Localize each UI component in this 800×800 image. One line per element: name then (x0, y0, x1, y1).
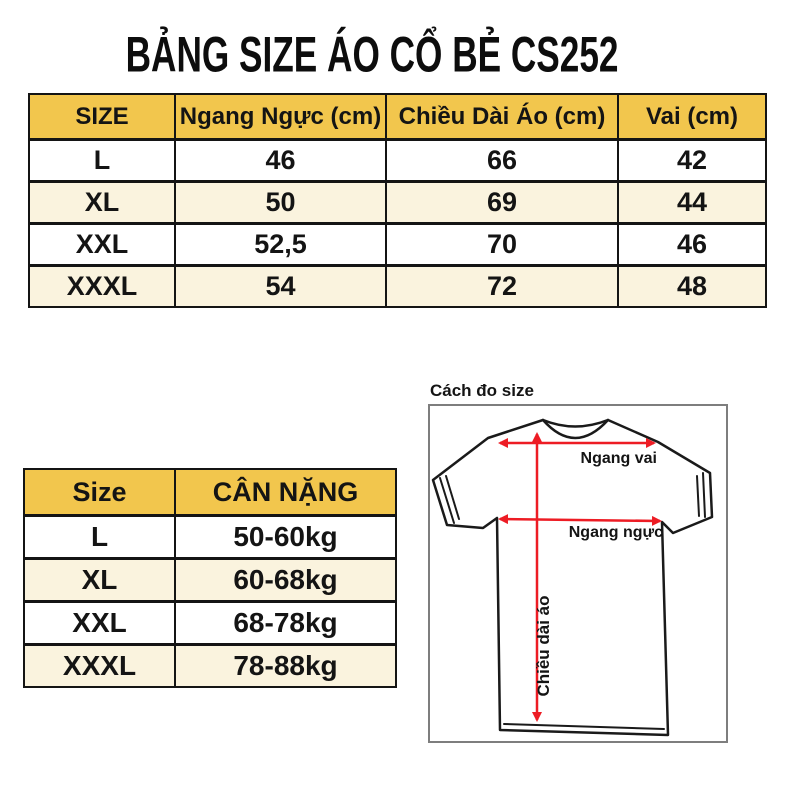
table-cell: XL (30, 180, 174, 222)
page-title: BẢNG SIZE ÁO CỔ BẺ CS252 (0, 28, 772, 83)
table-cell: L (30, 138, 174, 180)
table-cell: 60-68kg (174, 557, 395, 600)
table-cell: 70 (385, 222, 617, 264)
column-header-shoulder: Vai (cm) (617, 95, 765, 138)
table-cell: 72 (385, 264, 617, 306)
table-cell: 42 (617, 138, 765, 180)
chest-width-label: Ngang ngực (569, 524, 663, 541)
table-cell: 66 (385, 138, 617, 180)
measurement-diagram: Ngang vai Ngang ngực Chiều dài áo (428, 404, 728, 743)
column-header-size: SIZE (30, 95, 174, 138)
diagram-title: Cách đo size (430, 381, 534, 400)
column-header-weight: CÂN NẶNG (174, 470, 395, 514)
table-cell: 44 (617, 180, 765, 222)
table-cell: XXXL (25, 643, 174, 686)
table-cell: XXL (25, 600, 174, 643)
column-header-size: Size (25, 470, 174, 514)
chest-width-arrow (498, 514, 662, 526)
column-header-length: Chiều Dài Áo (cm) (385, 95, 617, 138)
column-header-chest: Ngang Ngực (cm) (174, 95, 385, 138)
tshirt-diagram-svg: Ngang vai Ngang ngực Chiều dài áo (431, 418, 714, 737)
table-cell: 68-78kg (174, 600, 395, 643)
page-title-text: BẢNG SIZE ÁO CỔ BẺ CS252 (125, 27, 619, 83)
measurement-arrows (498, 432, 662, 722)
table-cell: 54 (174, 264, 385, 306)
shirt-length-label: Chiều dài áo (534, 595, 553, 696)
table-cell: L (25, 514, 174, 557)
shoulder-width-label: Ngang vai (581, 450, 657, 467)
tshirt-outline-icon (431, 418, 714, 737)
table-cell: 48 (617, 264, 765, 306)
table-cell: 50-60kg (174, 514, 395, 557)
table-cell: XXL (30, 222, 174, 264)
table-cell: 46 (617, 222, 765, 264)
weight-table: Size CÂN NẶNG L 50-60kg XL 60-68kg XXL 6… (23, 468, 397, 688)
table-cell: 52,5 (174, 222, 385, 264)
table-cell: XL (25, 557, 174, 600)
table-cell: 69 (385, 180, 617, 222)
table-cell: 78-88kg (174, 643, 395, 686)
table-cell: 50 (174, 180, 385, 222)
table-cell: 46 (174, 138, 385, 180)
table-cell: XXXL (30, 264, 174, 306)
size-measurement-table: SIZE Ngang Ngực (cm) Chiều Dài Áo (cm) V… (28, 93, 767, 308)
